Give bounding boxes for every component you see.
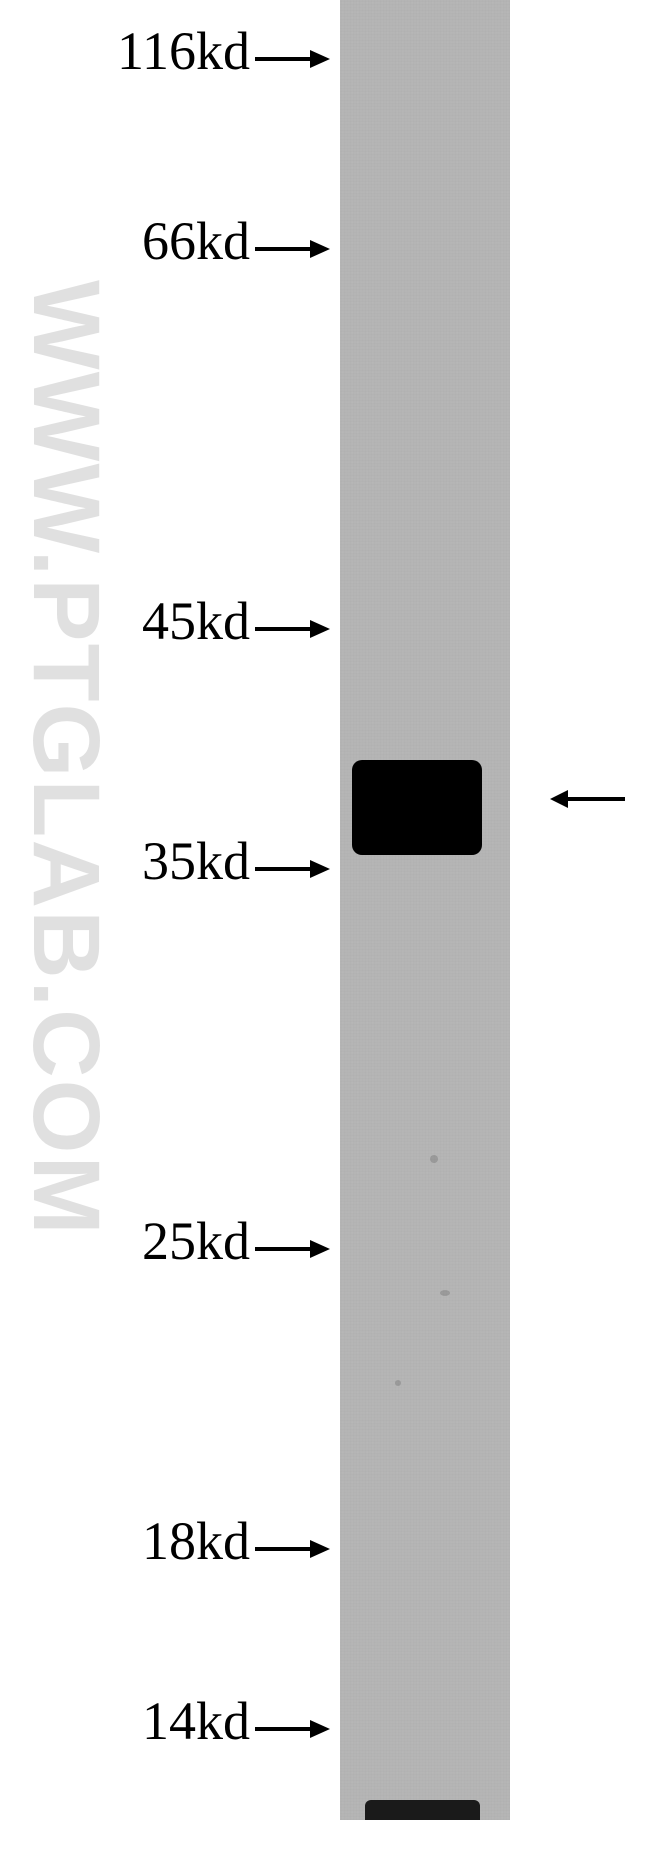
lane-artifact — [430, 1155, 438, 1163]
marker-arrow-icon — [250, 600, 330, 662]
marker-label: 116kd — [50, 20, 250, 82]
lane-artifact — [440, 1290, 450, 1296]
marker-arrow-icon — [250, 840, 330, 902]
marker-arrow-icon — [250, 1700, 330, 1762]
marker-arrow-icon — [250, 1520, 330, 1582]
marker-label: 14kd — [50, 1690, 250, 1752]
marker-label: 66kd — [50, 210, 250, 272]
marker-arrow-icon — [250, 1220, 330, 1282]
marker-arrow-icon — [250, 30, 330, 92]
band-indicator-arrow — [550, 770, 630, 832]
blot-lane — [340, 0, 510, 1820]
protein-band — [352, 760, 482, 855]
western-blot-figure: WWW.PTGLAB.COM 116kd 66kd 45kd 35kd 25kd 18kd… — [0, 0, 650, 1855]
dye-front-band — [365, 1800, 480, 1820]
marker-label: 45kd — [50, 590, 250, 652]
marker-arrow-icon — [250, 220, 330, 282]
lane-artifact — [395, 1380, 401, 1386]
marker-label: 35kd — [50, 830, 250, 892]
watermark-text: WWW.PTGLAB.COM — [11, 280, 120, 1237]
marker-label: 25kd — [50, 1210, 250, 1272]
marker-label: 18kd — [50, 1510, 250, 1572]
